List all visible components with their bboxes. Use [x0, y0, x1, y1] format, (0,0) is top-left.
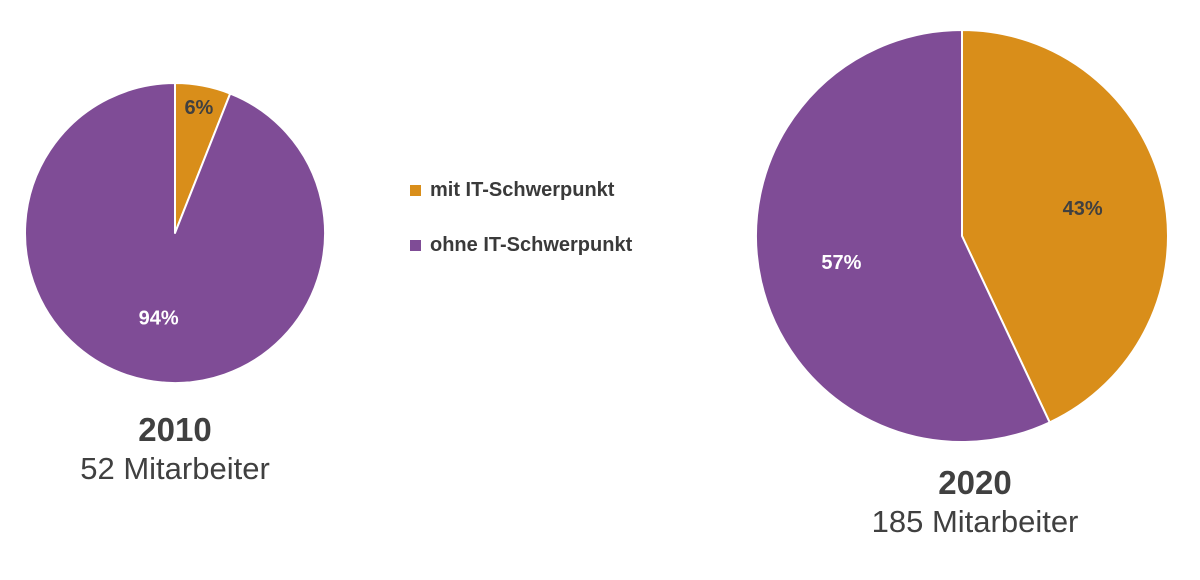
caption-2020: 2020 185 Mitarbeiter	[825, 463, 1125, 541]
legend-swatch-mit	[410, 184, 421, 196]
caption-2010: 2010 52 Mitarbeiter	[25, 410, 325, 488]
pie-slice-2010-ohne	[24, 82, 326, 384]
pie-slice-2020-mit	[961, 29, 1169, 424]
pie-chart-2010: 6% 94%	[24, 82, 326, 384]
legend: mit IT-Schwerpunkt ohne IT-Schwerpunkt	[410, 176, 710, 286]
legend-item-ohne: ohne IT-Schwerpunkt	[410, 231, 710, 259]
caption-year-2010: 2010	[138, 411, 212, 448]
caption-employees-2010: 52 Mitarbeiter	[80, 451, 270, 486]
data-label-2020-ohne: 57%	[821, 252, 861, 274]
legend-label-ohne: ohne IT-Schwerpunkt	[430, 233, 633, 256]
caption-year-2020: 2020	[938, 464, 1012, 501]
data-label-2010-mit: 6%	[184, 97, 213, 119]
pie-slice-2020-ohne	[755, 29, 1051, 443]
pie-chart-2020: 43% 57%	[755, 29, 1169, 443]
data-label-2010-ohne: 94%	[139, 308, 179, 330]
data-label-2020-mit: 43%	[1063, 198, 1103, 220]
caption-employees-2020: 185 Mitarbeiter	[871, 504, 1079, 539]
legend-swatch-ohne	[410, 239, 421, 251]
legend-label-mit: mit IT-Schwerpunkt	[430, 178, 615, 201]
legend-item-mit: mit IT-Schwerpunkt	[410, 176, 710, 204]
